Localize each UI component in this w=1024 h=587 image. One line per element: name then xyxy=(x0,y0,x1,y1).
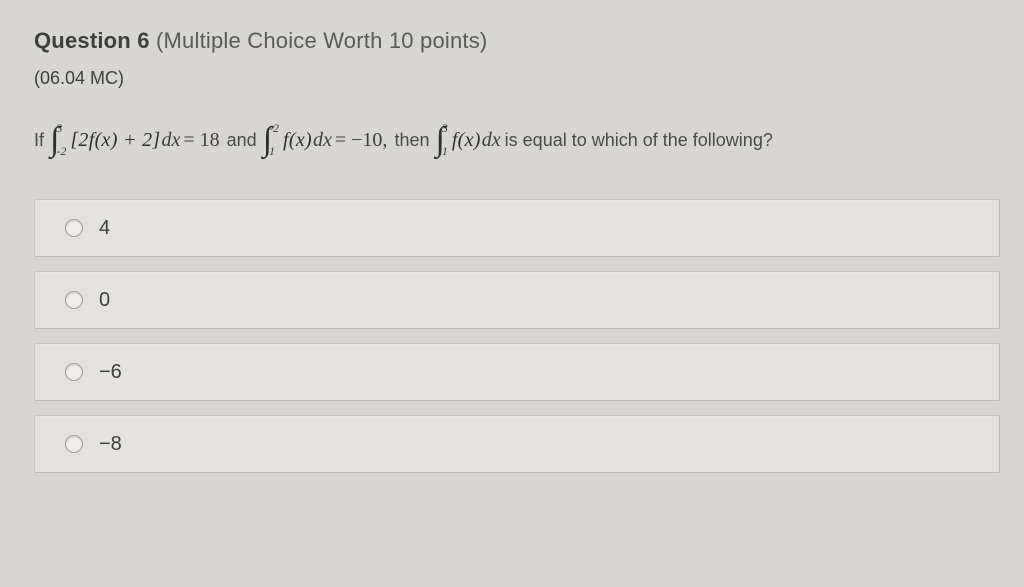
question-number: Question 6 xyxy=(34,28,150,53)
option-label: −8 xyxy=(99,433,122,456)
question-subtitle: (Multiple Choice Worth 10 points) xyxy=(156,28,487,53)
options-list: 4 0 −6 −8 xyxy=(34,199,1000,473)
int3-body: f(x) xyxy=(452,129,481,152)
question-stem: If ∫ 3 -2 [2f(x) + 2] dx = 18 and ∫ -2 1 xyxy=(34,125,1000,155)
int1-upper: 3 xyxy=(56,123,66,134)
int2-upper: -2 xyxy=(269,123,279,134)
radio-icon[interactable] xyxy=(65,219,83,237)
option-label: 0 xyxy=(99,289,110,312)
int2-dx: dx xyxy=(313,129,332,152)
int2-lower: 1 xyxy=(269,146,279,157)
radio-icon[interactable] xyxy=(65,435,83,453)
option-label: −6 xyxy=(99,361,122,384)
radio-icon[interactable] xyxy=(65,291,83,309)
int3-lower: 1 xyxy=(442,146,448,157)
int2-body: f(x) xyxy=(283,129,312,152)
int1-body: [2f(x) + 2] xyxy=(70,129,160,152)
stem-mid2: then xyxy=(394,130,429,151)
integral-2: ∫ -2 1 f(x) dx = −10, xyxy=(261,125,391,155)
option-row[interactable]: −8 xyxy=(34,415,1000,473)
question-code: (06.04 MC) xyxy=(34,68,1000,89)
question-page: Question 6 (Multiple Choice Worth 10 poi… xyxy=(0,0,1024,497)
integral-1: ∫ 3 -2 [2f(x) + 2] dx = 18 xyxy=(48,125,223,155)
int1-eq: = 18 xyxy=(183,129,219,152)
option-label: 4 xyxy=(99,217,110,240)
int3-upper: 3 xyxy=(442,123,448,134)
int1-lower: -2 xyxy=(56,146,66,157)
int3-dx: dx xyxy=(482,129,501,152)
option-row[interactable]: −6 xyxy=(34,343,1000,401)
option-row[interactable]: 0 xyxy=(34,271,1000,329)
int2-eq: = −10, xyxy=(335,129,388,152)
integral-3: ∫ 3 1 f(x) dx xyxy=(433,125,500,155)
int1-dx: dx xyxy=(161,129,180,152)
question-heading: Question 6 (Multiple Choice Worth 10 poi… xyxy=(34,28,1000,54)
option-row[interactable]: 4 xyxy=(34,199,1000,257)
radio-icon[interactable] xyxy=(65,363,83,381)
stem-tail: is equal to which of the following? xyxy=(505,130,773,151)
stem-mid1: and xyxy=(227,130,257,151)
stem-lead: If xyxy=(34,130,44,151)
